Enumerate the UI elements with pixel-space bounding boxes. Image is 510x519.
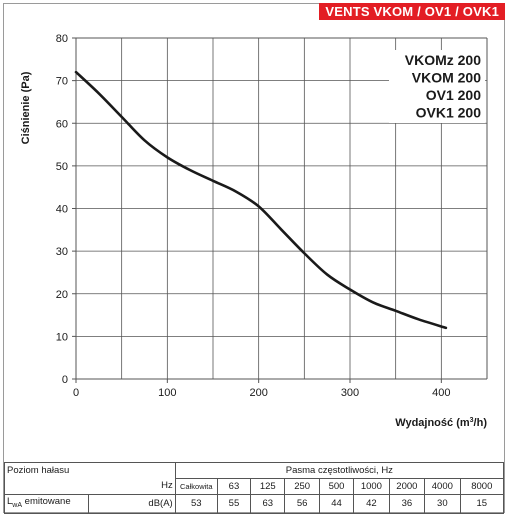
band-header: 1000: [353, 478, 390, 495]
tick-labels: 0 100 200 300 400 0 10 20 30 40 50 60 70 80: [56, 33, 451, 399]
noise-level-label: Poziom hałasu: [4, 462, 176, 479]
band-header: 63: [216, 478, 252, 495]
noise-value: 15: [459, 494, 505, 514]
band-header: 500: [318, 478, 355, 495]
x-tick-label: 400: [432, 387, 450, 399]
product-badge: VENTS VKOM / OV1 / OVK1: [319, 3, 505, 20]
band-header: 2000: [388, 478, 426, 495]
bands-title: Pasma częstotliwości, Hz: [174, 462, 505, 479]
noise-value: 63: [250, 494, 286, 514]
noise-value: 44: [318, 494, 355, 514]
y-tick-label: 70: [56, 76, 68, 88]
noise-value: 42: [353, 494, 390, 514]
x-axis-label: Wydajność (m3/h): [395, 417, 487, 429]
band-header: 4000: [424, 478, 461, 495]
x-tick-label: 300: [341, 387, 359, 399]
legend-background: [389, 50, 485, 123]
x-tick-label: 200: [249, 387, 267, 399]
y-tick-label: 40: [56, 204, 68, 216]
y-tick-label: 20: [56, 289, 68, 301]
y-axis-label: Ciśnienie (Pa): [20, 71, 32, 144]
noise-value: 56: [284, 494, 320, 514]
performance-chart: 0 100 200 300 400 0 10 20 30 40 50 60 70 80 VKOMz 200…: [20, 33, 488, 429]
unit-label: dB(A): [88, 494, 176, 514]
legend-entry: OV1 200: [426, 87, 481, 103]
lwa-label: LwA emitowane: [3, 494, 90, 514]
noise-value: 30: [424, 494, 461, 514]
x-tick-label: 0: [73, 387, 79, 399]
band-header: 8000: [459, 478, 505, 495]
band-header: Całkowita: [174, 478, 218, 495]
y-tick-label: 0: [62, 374, 68, 386]
hz-label: Hz: [88, 478, 176, 495]
y-tick-label: 60: [56, 118, 68, 130]
y-tick-label: 10: [56, 331, 68, 343]
x-tick-label: 100: [158, 387, 176, 399]
y-tick-label: 30: [56, 246, 68, 258]
legend-entry: OVK1 200: [416, 105, 482, 121]
noise-value: 53: [174, 494, 218, 514]
noise-value: 55: [216, 494, 252, 514]
band-header: 250: [284, 478, 320, 495]
y-tick-label: 80: [56, 33, 68, 45]
band-header: 125: [250, 478, 286, 495]
pressure-curve: [74, 70, 448, 330]
y-tick-label: 50: [56, 161, 68, 173]
legend-entry: VKOM 200: [412, 70, 481, 86]
noise-value: 36: [388, 494, 426, 514]
legend-entry: VKOMz 200: [405, 52, 481, 68]
noise-table: Poziom hałasu Pasma częstotliwości, Hz H…: [3, 462, 505, 514]
